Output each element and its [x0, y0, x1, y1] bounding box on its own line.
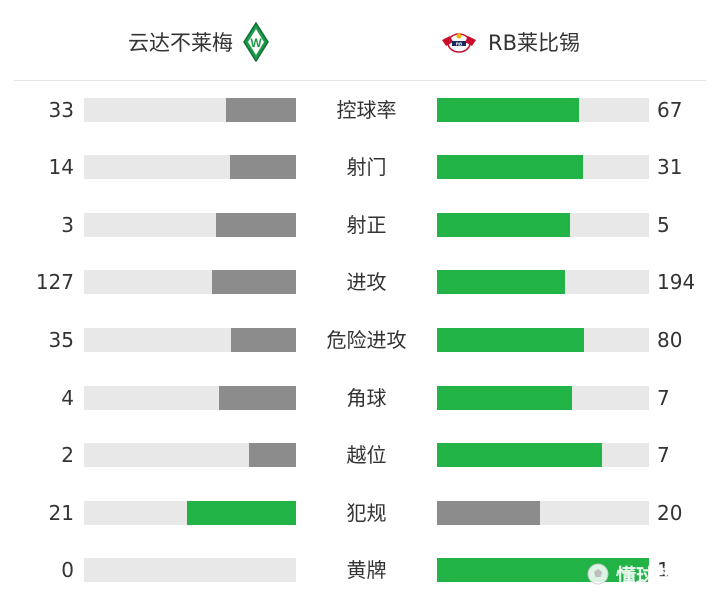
stat-label: 控球率: [336, 98, 397, 122]
away-stat-value: 7: [657, 386, 670, 410]
home-stat-value: 35: [48, 328, 74, 352]
away-stat-track: [437, 270, 649, 294]
stat-row: 2 越位 7: [0, 443, 720, 467]
away-stat-value: 1: [657, 558, 670, 582]
home-stat-bar: [216, 213, 296, 237]
stat-label: 黄牌: [346, 558, 387, 582]
home-stat-bar: [212, 270, 296, 294]
match-header: 云达不莱梅 W RB RB莱比锡: [0, 0, 720, 80]
home-stat-track: [84, 155, 296, 179]
stat-label: 射门: [346, 155, 387, 179]
away-stat-track: [437, 558, 649, 582]
away-team-name: RB莱比锡: [488, 31, 580, 55]
home-stat-value: 0: [61, 558, 74, 582]
home-stat-track: [84, 501, 296, 525]
stat-row: 127 进攻 194: [0, 270, 720, 294]
stat-label: 角球: [346, 386, 387, 410]
home-stat-value: 127: [35, 270, 74, 294]
away-stat-track: [437, 213, 649, 237]
home-stat-value: 21: [48, 501, 74, 525]
away-stat-bar: [437, 270, 565, 294]
away-stat-bar: [437, 558, 649, 582]
away-stat-bar: [437, 443, 602, 467]
home-stat-track: [84, 270, 296, 294]
home-team[interactable]: 云达不莱梅 W: [128, 22, 269, 62]
home-stat-value: 2: [61, 443, 74, 467]
stat-row: 35 危险进攻 80: [0, 328, 720, 352]
away-stat-value: 80: [657, 328, 683, 352]
svg-text:W: W: [250, 36, 262, 50]
stat-label: 越位: [346, 443, 387, 467]
away-stat-track: [437, 501, 649, 525]
away-stat-bar: [437, 386, 572, 410]
stat-row: 4 角球 7: [0, 386, 720, 410]
home-stat-track: [84, 98, 296, 122]
away-stat-bar: [437, 501, 540, 525]
away-team[interactable]: RB RB莱比锡: [440, 22, 580, 62]
home-stat-value: 33: [48, 98, 74, 122]
away-stat-value: 5: [657, 213, 670, 237]
home-stat-bar: [187, 501, 296, 525]
home-stat-track: [84, 213, 296, 237]
home-stat-bar: [226, 98, 296, 122]
stat-label: 进攻: [346, 270, 387, 294]
stat-label: 犯规: [346, 501, 387, 525]
away-stat-track: [437, 98, 649, 122]
away-stat-bar: [437, 155, 583, 179]
header-divider: [14, 80, 706, 81]
stat-label: 射正: [346, 213, 387, 237]
home-stat-value: 3: [61, 213, 74, 237]
stat-row: 3 射正 5: [0, 213, 720, 237]
watermark-text: 懂球帝: [616, 563, 676, 588]
home-stat-track: [84, 328, 296, 352]
home-stat-bar: [231, 328, 296, 352]
away-stat-value: 67: [657, 98, 683, 122]
away-stat-track: [437, 386, 649, 410]
away-stat-value: 7: [657, 443, 670, 467]
werder-bremen-crest-icon: W: [243, 22, 269, 62]
home-team-name: 云达不莱梅: [128, 31, 233, 55]
svg-text:RB: RB: [456, 41, 463, 46]
home-stat-bar: [249, 443, 296, 467]
away-stat-value: 31: [657, 155, 683, 179]
watermark: 懂球帝: [586, 560, 676, 588]
away-stat-track: [437, 443, 649, 467]
rb-leipzig-crest-icon: RB: [442, 33, 476, 53]
stat-row: 14 射门 31: [0, 155, 720, 179]
home-stat-track: [84, 443, 296, 467]
away-stat-bar: [437, 328, 584, 352]
away-stat-bar: [437, 98, 579, 122]
home-stat-bar: [230, 155, 296, 179]
home-stat-bar: [219, 386, 296, 410]
away-stat-track: [437, 328, 649, 352]
home-stat-track: [84, 386, 296, 410]
away-stat-track: [437, 155, 649, 179]
stat-row: 21 犯规 20: [0, 501, 720, 525]
home-stat-value: 14: [48, 155, 74, 179]
stat-row: 0 黄牌 1: [0, 558, 720, 582]
away-stat-bar: [437, 213, 570, 237]
football-icon: [587, 563, 609, 585]
home-stat-value: 4: [61, 386, 74, 410]
stat-row: 33 控球率 67: [0, 98, 720, 122]
away-stat-value: 20: [657, 501, 683, 525]
stat-label: 危险进攻: [326, 328, 407, 352]
away-stat-value: 194: [657, 270, 696, 294]
home-stat-track: [84, 558, 296, 582]
